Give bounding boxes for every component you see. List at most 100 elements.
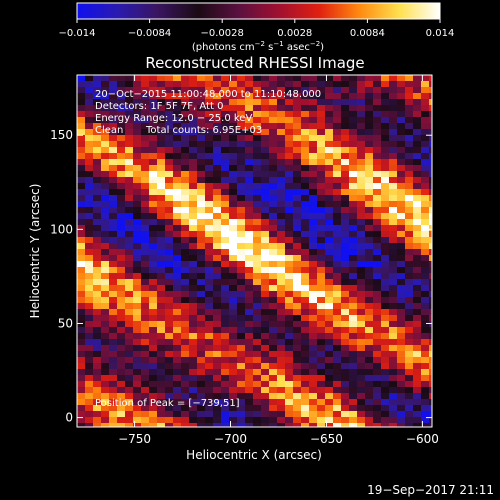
heatmap-cell xyxy=(221,231,229,237)
heatmap-cell xyxy=(261,87,269,93)
heatmap-cell xyxy=(405,399,413,405)
heatmap-cell xyxy=(277,345,285,351)
heatmap-cell xyxy=(317,201,325,207)
heatmap-cell xyxy=(373,243,381,249)
heatmap-cell xyxy=(365,153,373,159)
heatmap-cell xyxy=(125,177,133,183)
heatmap-cell xyxy=(189,153,197,159)
heatmap-cell xyxy=(125,309,133,315)
heatmap-cell xyxy=(325,333,333,339)
heatmap-cell xyxy=(261,273,269,279)
heatmap-cell xyxy=(373,231,381,237)
heatmap-cell xyxy=(429,237,432,243)
heatmap-cell xyxy=(165,423,173,427)
heatmap-cell xyxy=(117,255,125,261)
heatmap-cell xyxy=(317,333,325,339)
heatmap-cell xyxy=(189,297,197,303)
heatmap-cell xyxy=(125,231,133,237)
colorbar-tick-label: 0.014 xyxy=(426,28,455,39)
heatmap-cell xyxy=(165,183,173,189)
heatmap-cell xyxy=(309,225,317,231)
heatmap-cell xyxy=(317,99,325,105)
heatmap-cell xyxy=(141,405,149,411)
heatmap-cell xyxy=(181,255,189,261)
heatmap-cell xyxy=(309,147,317,153)
heatmap-cell xyxy=(389,273,397,279)
heatmap-cell xyxy=(421,387,429,393)
heatmap-cell xyxy=(165,297,173,303)
heatmap-cell xyxy=(333,261,341,267)
heatmap-cell xyxy=(357,423,365,427)
heatmap-cell xyxy=(389,357,397,363)
heatmap-cell xyxy=(341,177,349,183)
heatmap-cell xyxy=(309,423,317,427)
heatmap-cell xyxy=(357,291,365,297)
heatmap-cell xyxy=(157,345,165,351)
heatmap-cell xyxy=(389,111,397,117)
heatmap-cell xyxy=(317,387,325,393)
heatmap-cell xyxy=(381,285,389,291)
heatmap-cell xyxy=(261,213,269,219)
heatmap-cell xyxy=(333,231,341,237)
heatmap-cell xyxy=(341,123,349,129)
heatmap-cell xyxy=(341,273,349,279)
heatmap-cell xyxy=(197,225,205,231)
heatmap-cell xyxy=(261,387,269,393)
heatmap-cell xyxy=(93,189,101,195)
heatmap-cell xyxy=(173,345,181,351)
heatmap-cell xyxy=(85,297,93,303)
heatmap-cell xyxy=(221,81,229,87)
heatmap-cell xyxy=(349,87,357,93)
heatmap-cell xyxy=(133,87,141,93)
heatmap-cell xyxy=(405,231,413,237)
heatmap-cell xyxy=(117,303,125,309)
heatmap-cell xyxy=(253,237,261,243)
heatmap-cell xyxy=(309,321,317,327)
heatmap-cell xyxy=(317,243,325,249)
heatmap-cell xyxy=(101,375,109,381)
heatmap-cell xyxy=(285,315,293,321)
heatmap-cell xyxy=(77,231,85,237)
heatmap-cell xyxy=(237,129,245,135)
annotation-total-counts: Total counts: 6.95E+03 xyxy=(145,125,262,136)
heatmap-cell xyxy=(77,375,85,381)
heatmap-cell xyxy=(413,387,421,393)
heatmap-cell xyxy=(133,261,141,267)
heatmap-cell xyxy=(85,159,93,165)
heatmap-cell xyxy=(413,297,421,303)
heatmap-cell xyxy=(269,369,277,375)
heatmap-cell xyxy=(357,417,365,423)
heatmap-cell xyxy=(381,123,389,129)
heatmap-cell xyxy=(357,243,365,249)
heatmap-cell xyxy=(117,423,125,427)
heatmap-cell xyxy=(149,75,157,81)
heatmap-cell xyxy=(101,303,109,309)
heatmap-cell xyxy=(77,165,85,171)
heatmap-cell xyxy=(429,405,432,411)
heatmap-cell xyxy=(197,81,205,87)
heatmap-cell xyxy=(245,249,253,255)
heatmap-cell xyxy=(341,159,349,165)
heatmap-cell xyxy=(157,213,165,219)
heatmap-cell xyxy=(325,75,333,81)
heatmap-cell xyxy=(301,351,309,357)
heatmap-cell xyxy=(181,363,189,369)
heatmap-cell xyxy=(309,189,317,195)
heatmap-cell xyxy=(165,303,173,309)
heatmap-cell xyxy=(229,363,237,369)
heatmap-cell xyxy=(125,123,133,129)
heatmap-cell xyxy=(389,81,397,87)
heatmap-cell xyxy=(157,405,165,411)
heatmap-cell xyxy=(141,333,149,339)
heatmap-cell xyxy=(349,411,357,417)
heatmap-cell xyxy=(125,381,133,387)
heatmap-cell xyxy=(277,93,285,99)
heatmap-cell xyxy=(237,393,245,399)
heatmap-cell xyxy=(253,249,261,255)
heatmap-cell xyxy=(397,195,405,201)
heatmap-cell xyxy=(301,279,309,285)
heatmap-cell xyxy=(125,141,133,147)
heatmap-cell xyxy=(421,237,429,243)
heatmap-cell xyxy=(229,393,237,399)
heatmap-cell xyxy=(381,363,389,369)
